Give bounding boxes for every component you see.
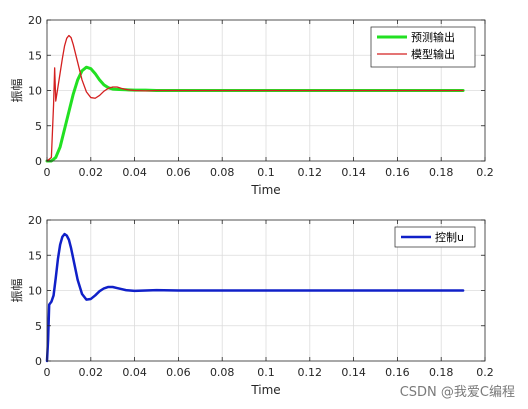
x-tick-label: 0.08 xyxy=(210,166,235,179)
chart-1: 0 0.02 0.04 0.06 0.08 0.1 0.12 0.14 0.16 0.18 0.2 0… xyxy=(9,14,494,197)
legend-label: 模型输出 xyxy=(411,47,455,61)
x-tick-label: 0.18 xyxy=(429,166,454,179)
x-tick-label: 0.04 xyxy=(122,366,147,379)
y-tick-label: 15 xyxy=(28,249,42,262)
x-tick-label: 0.06 xyxy=(166,166,191,179)
x-tick-label: 0.12 xyxy=(298,166,323,179)
y-tick-label: 5 xyxy=(35,120,42,133)
x-tick-label: 0.02 xyxy=(79,366,104,379)
series-line-2 xyxy=(46,34,464,162)
x-tick-label: 0.14 xyxy=(341,166,366,179)
x-tick-label: 0.08 xyxy=(210,366,235,379)
chart-2: 0 0.02 0.04 0.06 0.08 0.1 0.12 0.14 0.16 0.18 0.2 0… xyxy=(9,214,494,397)
x-tick-label: 0.06 xyxy=(166,366,191,379)
x-tick-label: 0.1 xyxy=(257,366,275,379)
legend-box xyxy=(370,26,476,68)
x-axis-label: Time xyxy=(250,183,280,197)
y-tick-label: 10 xyxy=(28,85,42,98)
x-tick-label: 0 xyxy=(44,166,51,179)
x-tick-label: 0.12 xyxy=(298,366,323,379)
legend-label: 预测输出 xyxy=(411,30,455,44)
legend-box xyxy=(394,226,476,248)
y-tick-label: 20 xyxy=(28,14,42,27)
x-tick-label: 0.02 xyxy=(79,166,104,179)
x-tick-label: 0 xyxy=(44,366,51,379)
y-tick-label: 5 xyxy=(35,320,42,333)
y-axis-label: 振幅 xyxy=(9,278,24,302)
y-tick-label: 15 xyxy=(28,49,42,62)
x-axis-label: Time xyxy=(250,383,280,397)
x-tick-label: 0.16 xyxy=(385,166,410,179)
legend: 控制u xyxy=(394,226,476,248)
x-tick-label: 0.14 xyxy=(341,366,366,379)
y-axis-label: 振幅 xyxy=(9,78,24,102)
y-tick-label: 10 xyxy=(28,285,42,298)
x-tick-label: 0.1 xyxy=(257,166,275,179)
y-tick-label: 0 xyxy=(35,155,42,168)
x-tick-label: 0.2 xyxy=(476,166,494,179)
legend-label: 控制u xyxy=(435,230,464,244)
y-tick-label: 20 xyxy=(28,214,42,227)
x-tick-label: 0.04 xyxy=(122,166,147,179)
y-tick-label: 0 xyxy=(35,355,42,368)
x-tick-label: 0.2 xyxy=(476,366,494,379)
x-tick-label: 0.18 xyxy=(429,366,454,379)
series-line-1 xyxy=(45,232,465,363)
x-tick-label: 0.16 xyxy=(385,366,410,379)
